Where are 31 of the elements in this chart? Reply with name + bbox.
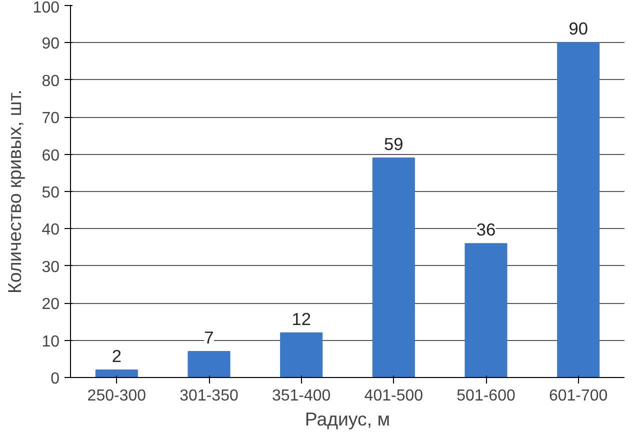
y-tick-label: 30 (42, 258, 60, 276)
y-tick-label: 0 (50, 370, 60, 388)
y-tick-label: 70 (42, 110, 60, 128)
y-tick-label: 90 (42, 36, 60, 53)
y-tick-label: 100 (32, 0, 60, 16)
data-label: 36 (476, 220, 496, 240)
x-tick-label: 250-300 (87, 388, 146, 404)
x-axis-title: Радиус, м (304, 408, 390, 430)
x-tick-label: 351-400 (272, 388, 331, 404)
y-axis-title: Количество кривых, шт. (4, 90, 25, 294)
bar (95, 370, 138, 378)
data-label: 12 (292, 308, 311, 329)
x-tick-label: 401-500 (364, 388, 424, 404)
data-label: 90 (568, 18, 588, 39)
bar (464, 243, 508, 378)
y-tick-label: 40 (42, 222, 60, 239)
bar (557, 42, 600, 378)
data-label: 59 (384, 134, 404, 154)
data-label: 7 (204, 327, 214, 348)
bar (372, 158, 415, 378)
y-tick-label: 20 (42, 296, 60, 314)
data-label: 2 (112, 346, 122, 366)
x-tick-label: 301-350 (180, 388, 238, 404)
x-tick-label: 501-600 (456, 388, 516, 404)
bar (188, 350, 230, 378)
x-tick-label: 601-700 (548, 388, 608, 404)
y-tick-label: 10 (42, 333, 60, 350)
y-tick-label: 60 (42, 147, 60, 164)
bar (280, 332, 323, 378)
y-tick-label: 50 (42, 184, 60, 202)
y-tick-label: 80 (42, 72, 60, 90)
